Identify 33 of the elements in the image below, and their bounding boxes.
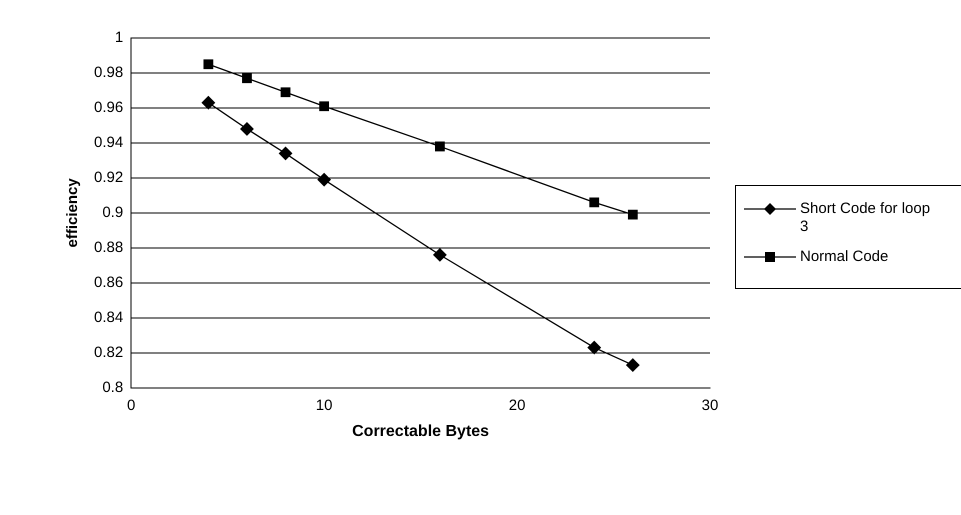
y-tick-label: 0.84 [94,308,124,326]
point [588,340,601,354]
point [280,87,290,98]
point [203,59,214,70]
y-tick-label: 0.82 [94,344,124,361]
legend-label: Normal Code [799,248,890,266]
point [626,358,640,372]
point [433,248,447,262]
y-tick-label: 0.9 [102,204,124,222]
y-axis-title: efficiency [64,178,82,248]
y-tick-label: 0.94 [94,134,124,152]
y-tick-label: 0.92 [94,169,124,186]
point [242,73,252,84]
point [240,122,254,136]
y-tick-label: 0.98 [94,64,124,82]
y-tick-label: 0.8 [102,378,124,396]
point [319,101,330,112]
point [202,96,216,110]
legend-label: Short Code for loop 3 [799,200,932,236]
point [628,210,638,220]
y-tick-label: 0.96 [94,99,124,116]
x-axis-title: Correctable Bytes [352,422,490,440]
x-tick-label: 10 [316,396,332,414]
x-tick-label: 0 [127,396,136,414]
y-tick-label: 1 [114,29,124,46]
point [589,198,600,208]
y-tick-label: 0.88 [94,239,124,256]
y-tick-label: 0.86 [94,274,124,291]
point [317,173,331,186]
point [278,146,292,160]
x-tick-label: 20 [508,396,526,414]
point [435,142,445,152]
x-tick-label: 30 [702,396,718,414]
